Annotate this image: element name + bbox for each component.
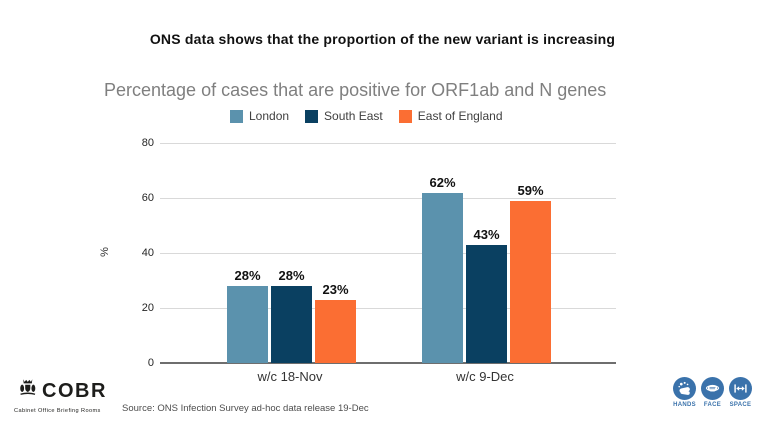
gridline <box>160 143 616 144</box>
hands-washing-icon <box>673 377 696 400</box>
y-tick-label: 60 <box>141 192 154 204</box>
chart-title: Percentage of cases that are positive fo… <box>104 80 607 100</box>
bar-wrap: 62% <box>422 174 463 363</box>
bar-wrap: 59% <box>510 183 551 363</box>
legend-swatch <box>305 109 319 123</box>
legend-item: South East <box>305 109 383 123</box>
distance-arrows-icon <box>729 377 752 400</box>
gridline <box>160 308 616 309</box>
legend-swatch <box>230 109 243 123</box>
x-axis-label: w/c 9-Dec <box>456 369 514 384</box>
y-tick-label: 40 <box>141 247 154 259</box>
plot-area: 28% 28% 23% 62% 43% 59% <box>160 143 616 364</box>
bar-group: 28% 28% 23% <box>227 268 356 363</box>
gridline <box>160 198 616 199</box>
bar <box>422 192 463 363</box>
bar-value-label: 43% <box>473 226 500 242</box>
gridline <box>160 253 616 254</box>
bar-group: 62% 43% 59% <box>422 174 551 363</box>
campaign-item: HANDS <box>673 377 696 408</box>
x-axis-labels: w/c 18-Nov w/c 9-Dec <box>0 369 765 385</box>
legend-item: London <box>230 109 289 123</box>
bar <box>466 244 507 363</box>
legend-label: South East <box>324 109 383 123</box>
bar-wrap: 28% <box>227 268 268 363</box>
y-axis-ticks: 0 20 40 60 80 <box>128 137 154 369</box>
y-axis-label: % <box>98 247 111 257</box>
header-title: ONS data shows that the proportion of th… <box>149 31 616 47</box>
source-note: Source: ONS Infection Survey ad-hoc data… <box>122 403 369 414</box>
bar-wrap: 28% <box>271 268 312 363</box>
cobr-logo: COBR Cabinet Office Briefing Rooms <box>14 376 107 414</box>
campaign-label: FACE <box>703 402 722 408</box>
face-mask-icon <box>701 377 724 400</box>
campaign-label: SPACE <box>729 402 752 408</box>
bar-value-label: 28% <box>234 268 261 283</box>
bar <box>227 286 268 363</box>
bar-wrap: 43% <box>466 227 507 363</box>
y-tick-label: 0 <box>147 357 154 369</box>
legend-swatch <box>398 109 412 123</box>
chart-legend: London South East East of England <box>230 109 503 123</box>
y-tick-label: 20 <box>141 302 154 314</box>
bar-value-label: 59% <box>517 182 544 198</box>
bar-value-label: 62% <box>429 174 456 190</box>
bar-wrap: 23% <box>315 282 356 363</box>
bar-value-label: 23% <box>322 281 349 297</box>
legend-item: East of England <box>398 109 503 123</box>
x-axis-label: w/c 18-Nov <box>257 369 323 384</box>
cobr-title: COBR <box>42 379 107 402</box>
x-axis-line <box>160 362 616 364</box>
bar-value-label: 28% <box>278 268 305 283</box>
campaign-item: SPACE <box>729 377 752 408</box>
campaign-label: HANDS <box>673 402 696 408</box>
y-tick-label: 80 <box>141 137 154 149</box>
campaign-icons: HANDS FACE SPACE <box>673 377 752 408</box>
bar <box>271 286 312 363</box>
campaign-item: FACE <box>701 377 724 408</box>
legend-label: East of England <box>417 109 503 123</box>
cobr-logo-row: COBR <box>14 376 107 405</box>
royal-crest-icon <box>14 376 38 405</box>
legend-label: London <box>249 109 290 123</box>
bar <box>315 299 356 363</box>
bar <box>510 200 551 363</box>
cobr-subtitle: Cabinet Office Briefing Rooms <box>14 408 101 414</box>
